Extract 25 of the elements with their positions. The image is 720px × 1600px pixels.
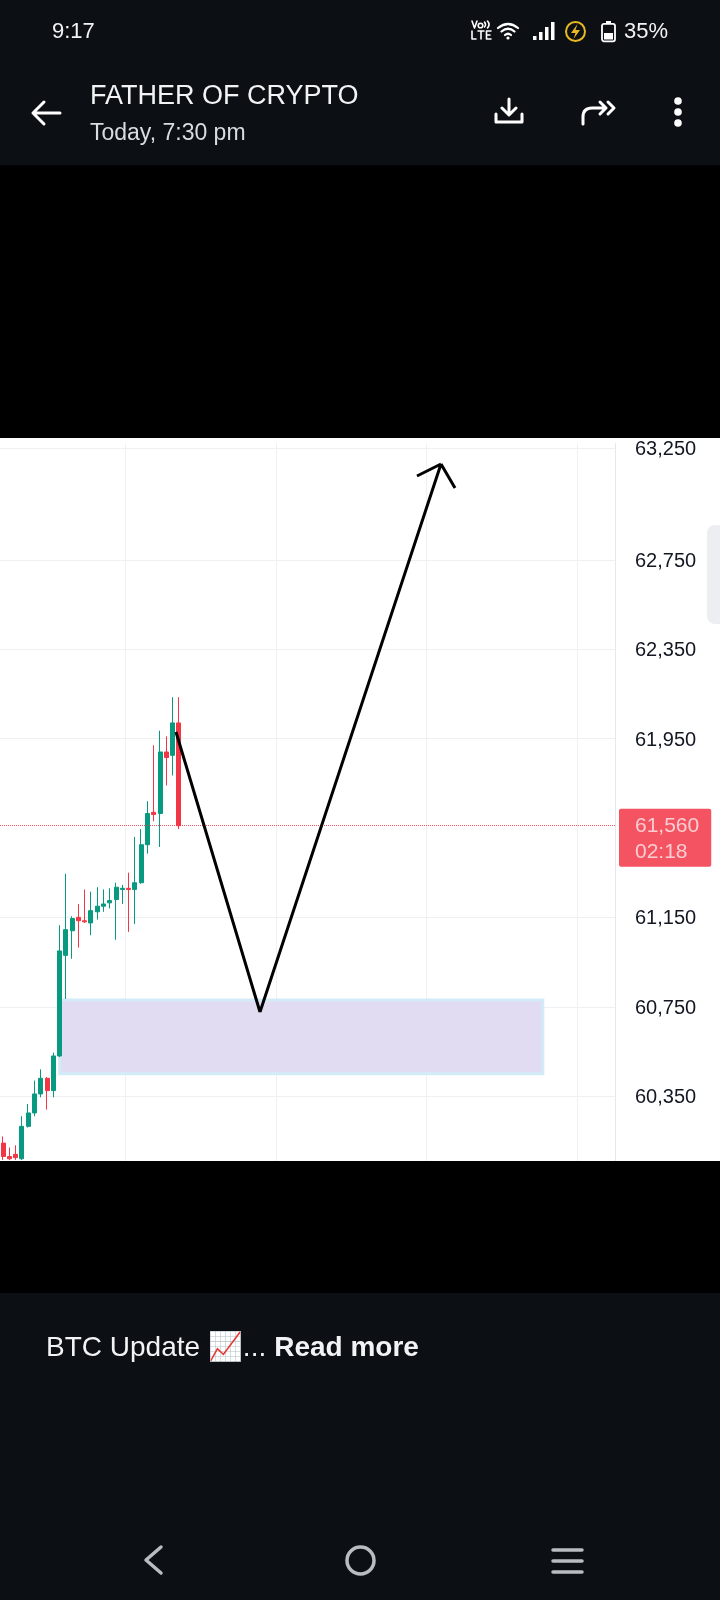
chart-subtitle: Today, 7:30 pm: [90, 118, 246, 146]
candlestick: [88, 891, 93, 936]
y-tick-label: 63,250: [635, 437, 697, 459]
candlestick: [170, 696, 175, 776]
candlestick: [158, 730, 163, 848]
y-tick-label: 60,750: [635, 995, 697, 1018]
chart-title: FATHER OF CRYPTO: [90, 80, 359, 112]
candlestick: [126, 872, 131, 933]
candlestick: [107, 887, 112, 909]
y-tick-label: 60,350: [635, 1085, 697, 1108]
candlestick: [151, 744, 156, 822]
candlestick: [132, 836, 137, 925]
candlestick: [70, 915, 75, 960]
text: BTC Update 📈...: [46, 1331, 267, 1363]
candlestick: [164, 735, 169, 786]
y-tick-label: 61,150: [635, 906, 697, 929]
y-tick-label: 61,950: [635, 727, 697, 750]
text: 9:17: [52, 18, 95, 44]
y-tick-label: 62,750: [635, 548, 697, 571]
candlestick: [19, 1115, 24, 1161]
ref-line-label: 61,560 02:18: [635, 813, 700, 863]
text: Read more: [274, 1331, 419, 1363]
y-tick-label: 62,350: [635, 638, 697, 661]
text: 35%: [624, 18, 669, 44]
candlestick: [45, 1076, 50, 1111]
